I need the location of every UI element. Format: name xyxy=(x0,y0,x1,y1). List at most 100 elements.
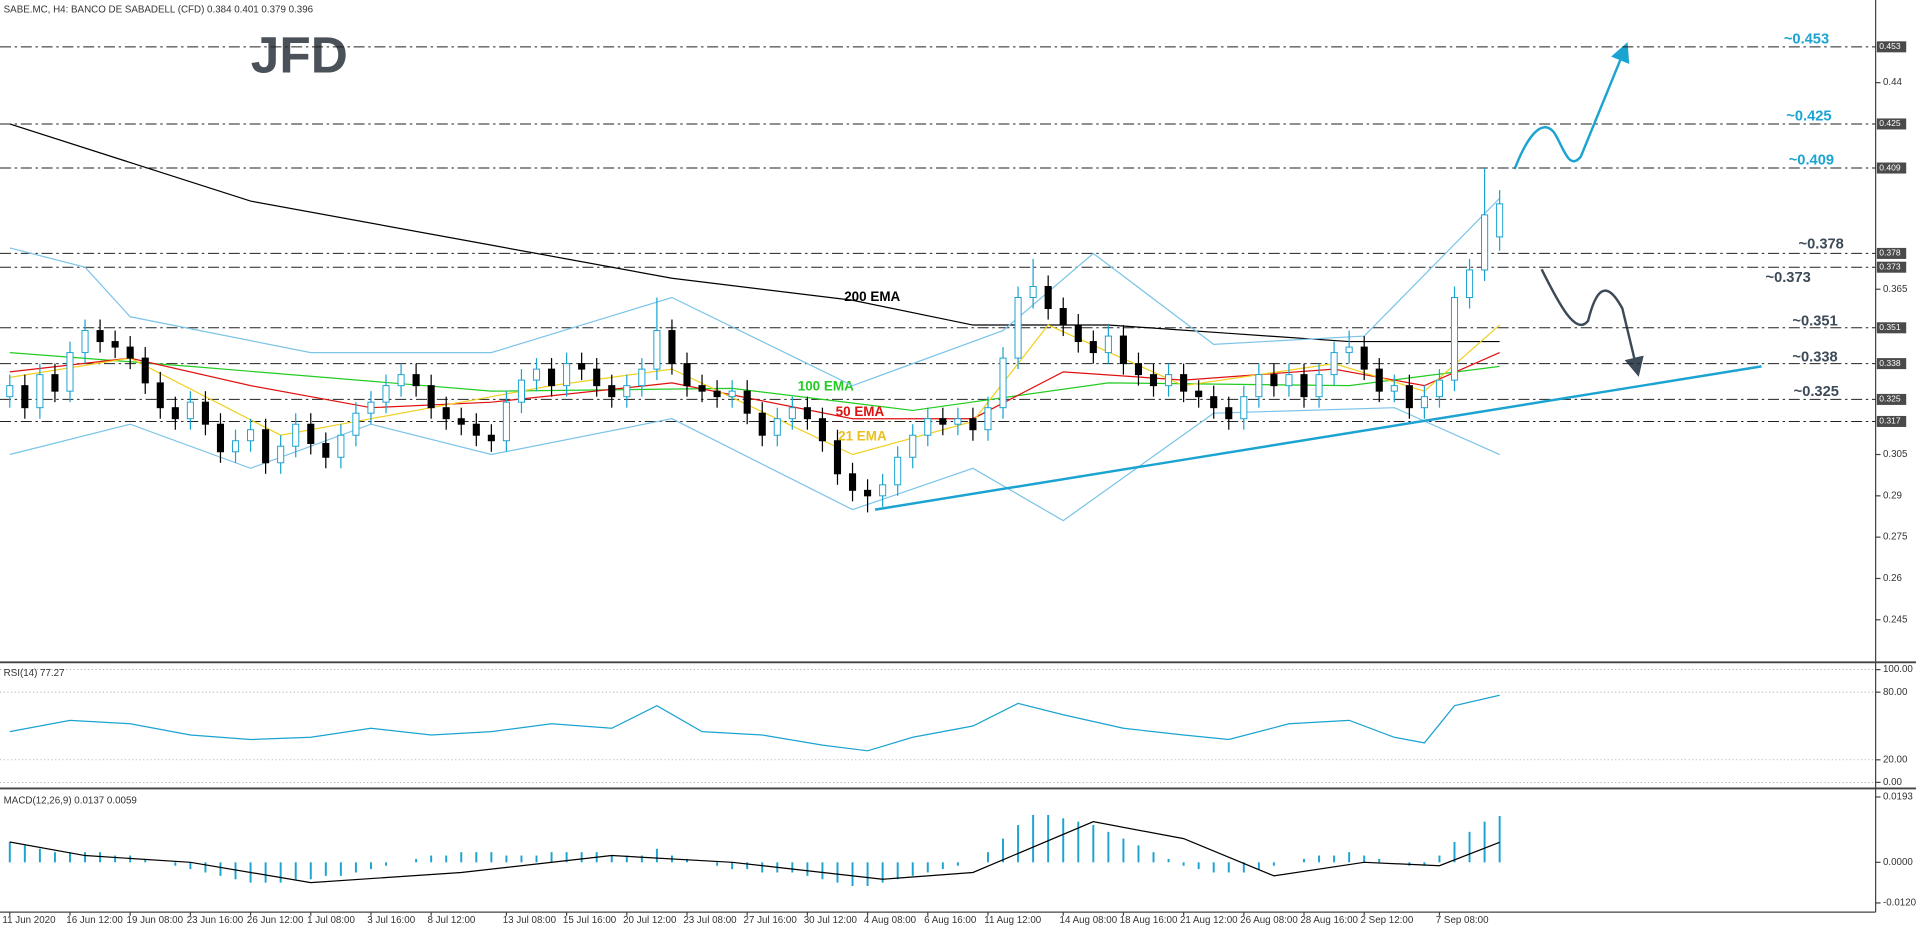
x-tick-label: 26 Aug 08:00 xyxy=(1240,915,1298,926)
candle-body xyxy=(517,379,526,403)
y-tick-label: 0.29 xyxy=(1883,490,1902,501)
candle-body xyxy=(216,423,225,453)
indicator-title: RSI(14) 77.27 xyxy=(4,668,65,679)
candle-body xyxy=(1014,297,1022,359)
candle-body xyxy=(472,423,480,436)
candle-body xyxy=(803,407,811,420)
ema-label: 50 EMA xyxy=(836,404,885,419)
candle-body xyxy=(322,443,330,458)
candle-body xyxy=(1315,374,1323,398)
candle-body xyxy=(277,445,285,464)
candle-body xyxy=(1420,396,1428,409)
candle-body xyxy=(1210,396,1218,409)
candle-body xyxy=(1119,335,1127,365)
x-tick-label: 8 Jul 12:00 xyxy=(427,915,475,926)
level-price-box xyxy=(1876,415,1907,427)
candle-body xyxy=(864,489,872,497)
candle-body xyxy=(698,385,706,392)
candle-body xyxy=(457,418,465,425)
symbol-header: SABE.MC, H4: BANCO DE SABADELL (CFD) 0.3… xyxy=(4,4,314,15)
x-tick-label: 21 Aug 12:00 xyxy=(1180,915,1238,926)
candle-body xyxy=(1465,269,1474,298)
scenario-arrow-down xyxy=(1540,268,1644,377)
candle-body xyxy=(171,407,179,420)
level-price-label: 0.317 xyxy=(1879,416,1901,426)
level-annotation: ~0.409 xyxy=(1789,153,1834,169)
candle-body xyxy=(713,390,721,398)
x-tick-label: 18 Aug 16:00 xyxy=(1120,915,1178,926)
candle-body xyxy=(141,357,149,384)
candle-body xyxy=(337,434,345,458)
ema-label: 200 EMA xyxy=(844,289,900,304)
candle-body xyxy=(623,385,631,398)
level-annotation: ~0.373 xyxy=(1766,270,1811,286)
level-annotation: ~0.325 xyxy=(1794,384,1839,400)
level-price-box xyxy=(1876,358,1907,370)
ema-label: 100 EMA xyxy=(798,378,854,393)
candle-body xyxy=(1104,335,1112,354)
candle-body xyxy=(1270,374,1278,387)
candle-body xyxy=(1044,285,1052,310)
candle-body xyxy=(231,440,240,453)
candle-body xyxy=(1195,390,1203,398)
candle-body xyxy=(879,484,887,497)
candle-body xyxy=(126,346,134,359)
candle-body xyxy=(1149,374,1158,387)
level-price-label: 0.409 xyxy=(1879,162,1901,172)
candle-body xyxy=(442,407,450,420)
candle-body xyxy=(909,434,917,458)
indicator-title: MACD(12,26,9) 0.0137 0.0059 xyxy=(4,795,137,806)
y-tick-label: 0.275 xyxy=(1883,532,1908,543)
x-tick-label: 19 Jun 08:00 xyxy=(127,915,184,926)
x-tick-label: 14 Aug 08:00 xyxy=(1060,915,1118,926)
candle-body xyxy=(412,374,420,387)
y-tick-label: 100.00 xyxy=(1883,664,1913,675)
candle-body xyxy=(683,363,691,387)
level-price-box xyxy=(1876,393,1907,405)
candle-body xyxy=(608,385,616,398)
candle-body xyxy=(111,341,119,348)
candle-body xyxy=(939,418,947,425)
level-price-box xyxy=(1876,41,1907,53)
y-tick-label: 0.0193 xyxy=(1883,792,1913,803)
candle-body xyxy=(186,401,194,420)
rsi-line xyxy=(9,694,1500,752)
candle-body xyxy=(954,418,962,425)
y-tick-label: 0.305 xyxy=(1883,449,1908,460)
x-tick-label: 6 Aug 16:00 xyxy=(924,915,977,926)
candle-body xyxy=(1481,214,1489,271)
y-tick-label: 0.44 xyxy=(1883,77,1903,88)
candle-body xyxy=(1345,346,1353,354)
x-tick-label: 27 Jul 16:00 xyxy=(744,915,798,926)
candle-body xyxy=(788,407,796,420)
candle-body xyxy=(21,385,29,409)
candle-body xyxy=(397,374,405,387)
x-tick-label: 13 Jul 08:00 xyxy=(503,915,557,926)
candle-body xyxy=(367,401,375,414)
y-tick-label: 80.00 xyxy=(1883,687,1908,698)
candle-body xyxy=(593,368,601,387)
level-annotation: ~0.351 xyxy=(1792,314,1837,330)
candle-body xyxy=(1089,341,1097,354)
y-tick-label: -0.0120 xyxy=(1883,898,1916,909)
candle-body xyxy=(848,473,857,491)
candle-body xyxy=(548,368,556,387)
ema-label: 21 EMA xyxy=(838,429,887,444)
level-price-box xyxy=(1876,162,1907,174)
level-price-label: 0.425 xyxy=(1879,118,1901,128)
candle-body xyxy=(1390,385,1398,392)
candle-body xyxy=(653,330,661,370)
level-price-label: 0.378 xyxy=(1879,248,1901,258)
candle-body xyxy=(1074,324,1082,343)
candle-body xyxy=(532,368,541,381)
candle-body xyxy=(563,363,571,387)
candle-body xyxy=(1059,308,1067,326)
y-tick-label: 0.0000 xyxy=(1883,857,1913,868)
candle-body xyxy=(1134,363,1143,376)
candle-body xyxy=(247,429,255,442)
candle-body xyxy=(1180,374,1188,392)
candle-body xyxy=(578,363,586,370)
